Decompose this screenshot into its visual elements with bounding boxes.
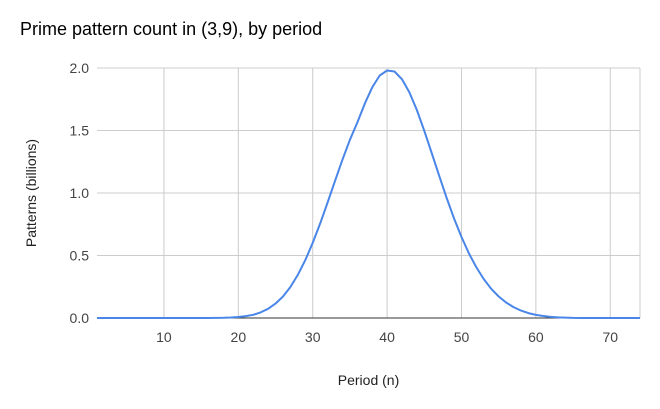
y-axis-label: Patterns (billions) — [23, 139, 39, 247]
series-line — [97, 69, 640, 319]
x-tick-label: 40 — [379, 329, 395, 345]
x-tick-label: 50 — [454, 329, 470, 345]
y-tick-label: 0.0 — [70, 310, 90, 326]
x-tick-label: 70 — [602, 329, 618, 345]
chart-title: Prime pattern count in (3,9), by period — [20, 19, 323, 39]
y-tick-label: 1.5 — [70, 123, 90, 139]
y-tick-label: 0.5 — [70, 248, 90, 264]
x-axis-label: Period (n) — [338, 372, 399, 388]
x-tick-label: 30 — [305, 329, 321, 345]
x-tick-label: 60 — [528, 329, 544, 345]
y-tick-label: 1.0 — [70, 185, 90, 201]
x-tick-label: 10 — [156, 329, 172, 345]
x-tick-label: 20 — [231, 329, 247, 345]
series-layer — [97, 69, 640, 319]
axes: 0.0 0.5 1.0 1.5 2.0 10 20 30 40 50 60 70 — [70, 60, 640, 345]
grid — [97, 67, 641, 318]
y-tick-label: 2.0 — [70, 60, 90, 76]
